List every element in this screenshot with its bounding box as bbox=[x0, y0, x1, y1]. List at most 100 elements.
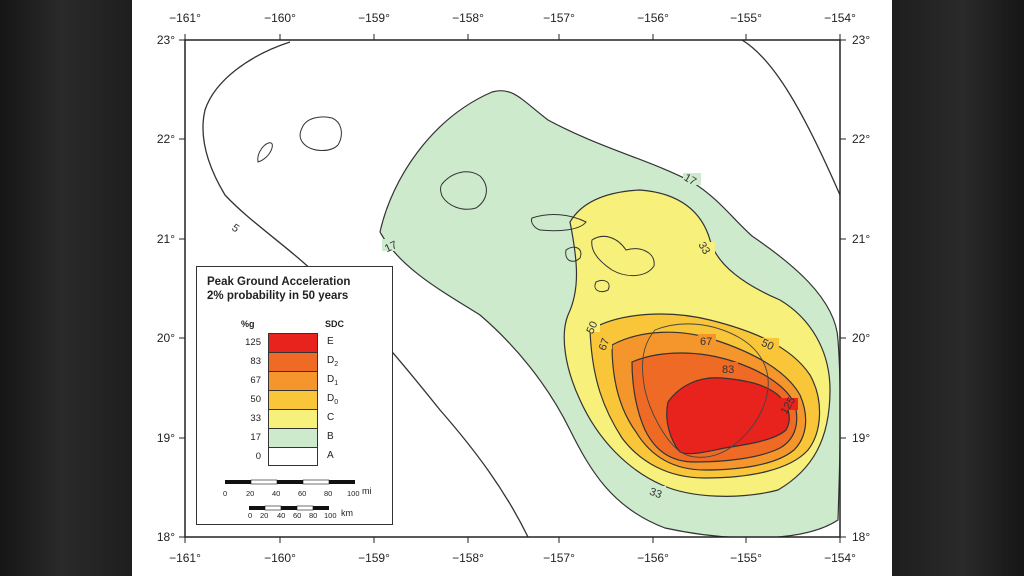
legend-value: 50 bbox=[250, 394, 261, 405]
lon-label-bottom: −154° bbox=[824, 551, 856, 565]
scale-mi-unit: mi bbox=[362, 486, 372, 496]
lon-label-bottom: −158° bbox=[452, 551, 484, 565]
contour-5-east bbox=[741, 40, 840, 196]
scale-mi-label: 0 bbox=[223, 489, 228, 498]
contour-label-50-east: 50 bbox=[759, 337, 775, 353]
lon-label-top: −159° bbox=[358, 11, 390, 25]
island-hawaii bbox=[642, 323, 769, 458]
lat-label-left: 22° bbox=[157, 132, 175, 146]
island-lanai bbox=[565, 246, 582, 262]
lon-label-bottom: −161° bbox=[169, 551, 201, 565]
lon-label-top: −160° bbox=[264, 11, 296, 25]
legend-value: 125 bbox=[245, 337, 261, 348]
lon-label-top: −155° bbox=[730, 11, 762, 25]
legend-sdc-label: D2 bbox=[327, 355, 339, 368]
contour-label-33-north: 33 bbox=[696, 240, 713, 257]
legend-header-sdc: SDC bbox=[325, 319, 345, 329]
scale-km-label: 60 bbox=[293, 511, 302, 520]
legend-swatch-b bbox=[268, 428, 318, 447]
lat-label-right: 23° bbox=[852, 33, 870, 47]
contour-label-67-mid: 67 bbox=[700, 336, 712, 348]
scale-km-label: 0 bbox=[248, 511, 253, 520]
map-legend: Peak Ground Acceleration 2% probability … bbox=[196, 266, 393, 525]
contour-label-67-west: 67 bbox=[597, 337, 612, 353]
legend-row-a: 0 A bbox=[197, 447, 392, 466]
legend-row-d1: 67 D1 bbox=[197, 371, 392, 390]
legend-sdc-label: E bbox=[327, 336, 334, 347]
legend-value: 33 bbox=[250, 413, 261, 424]
legend-row-b: 17 B bbox=[197, 428, 392, 447]
legend-header-pg: %g bbox=[241, 319, 255, 329]
lon-label-top: −157° bbox=[543, 11, 575, 25]
legend-sdc-label: A bbox=[327, 450, 334, 461]
legend-row-d2: 83 D2 bbox=[197, 352, 392, 371]
legend-sdc-label: D0 bbox=[327, 393, 339, 406]
legend-value: 67 bbox=[250, 375, 261, 386]
scale-km-label: 80 bbox=[309, 511, 318, 520]
lat-label-left: 20° bbox=[157, 331, 175, 345]
lat-label-left: 23° bbox=[157, 33, 175, 47]
legend-sdc-label: B bbox=[327, 431, 334, 442]
lat-label-right: 21° bbox=[852, 232, 870, 246]
scale-bar-mi bbox=[225, 479, 355, 485]
lat-label-right: 18° bbox=[852, 530, 870, 544]
contour-label-83: 83 bbox=[722, 364, 734, 376]
scale-bars bbox=[225, 479, 355, 511]
contour-5 bbox=[202, 41, 529, 537]
island-maui bbox=[591, 235, 655, 276]
scale-mi-label: 80 bbox=[324, 489, 333, 498]
legend-title-line2: 2% probability in 50 years bbox=[207, 290, 349, 302]
island-kahoolawe bbox=[594, 279, 610, 293]
lat-label-left: 21° bbox=[157, 232, 175, 246]
island-oahu bbox=[440, 171, 487, 210]
legend-row-d0: 50 D0 bbox=[197, 390, 392, 409]
map-frame bbox=[184, 39, 841, 538]
lat-label-right: 19° bbox=[852, 431, 870, 445]
legend-value: 83 bbox=[250, 356, 261, 367]
legend-swatch-d0 bbox=[268, 390, 318, 409]
tick-marks bbox=[179, 34, 846, 543]
contour-label-5: 5 bbox=[229, 222, 241, 235]
scale-km-label: 40 bbox=[277, 511, 286, 520]
lat-label-right: 22° bbox=[852, 132, 870, 146]
lon-label-top: −161° bbox=[169, 11, 201, 25]
legend-swatch-d2 bbox=[268, 352, 318, 371]
legend-sdc-label: C bbox=[327, 412, 335, 423]
lon-label-top: −154° bbox=[824, 11, 856, 25]
legend-swatch-d1 bbox=[268, 371, 318, 390]
legend-title: Peak Ground Acceleration 2% probability … bbox=[207, 275, 350, 303]
legend-sdc-label: D1 bbox=[327, 374, 339, 387]
island-niihau bbox=[257, 142, 273, 163]
lon-label-bottom: −159° bbox=[358, 551, 390, 565]
lon-label-top: −156° bbox=[637, 11, 669, 25]
scale-bar-km bbox=[249, 505, 329, 511]
legend-swatch-e bbox=[268, 333, 318, 352]
scale-km-label: 20 bbox=[260, 511, 269, 520]
scale-mi-label: 20 bbox=[246, 489, 255, 498]
lon-label-bottom: −160° bbox=[264, 551, 296, 565]
scale-km-unit: km bbox=[341, 508, 353, 518]
legend-value: 0 bbox=[255, 451, 261, 462]
contour-label-50-west: 50 bbox=[584, 320, 600, 336]
scale-mi-label: 40 bbox=[272, 489, 281, 498]
legend-row-c: 33 C bbox=[197, 409, 392, 428]
lon-label-bottom: −156° bbox=[637, 551, 669, 565]
legend-swatch-a bbox=[268, 447, 318, 466]
contour-label-17-west: 17 bbox=[383, 239, 399, 255]
scale-mi-label: 60 bbox=[298, 489, 307, 498]
map-content bbox=[202, 40, 840, 537]
lat-label-left: 18° bbox=[157, 530, 175, 544]
lon-label-top: −158° bbox=[452, 11, 484, 25]
legend-row-e: 125 E bbox=[197, 333, 392, 352]
contour-label-33-south: 33 bbox=[648, 486, 664, 501]
scale-mi-label: 100 bbox=[347, 489, 360, 498]
lon-label-bottom: −157° bbox=[543, 551, 575, 565]
island-kauai bbox=[299, 116, 342, 151]
lat-label-left: 19° bbox=[157, 431, 175, 445]
legend-value: 17 bbox=[250, 432, 261, 443]
contour-label-17-north: 17 bbox=[682, 172, 699, 189]
legend-title-line1: Peak Ground Acceleration bbox=[207, 276, 351, 288]
lat-label-right: 20° bbox=[852, 331, 870, 345]
scale-km-label: 100 bbox=[324, 511, 337, 520]
